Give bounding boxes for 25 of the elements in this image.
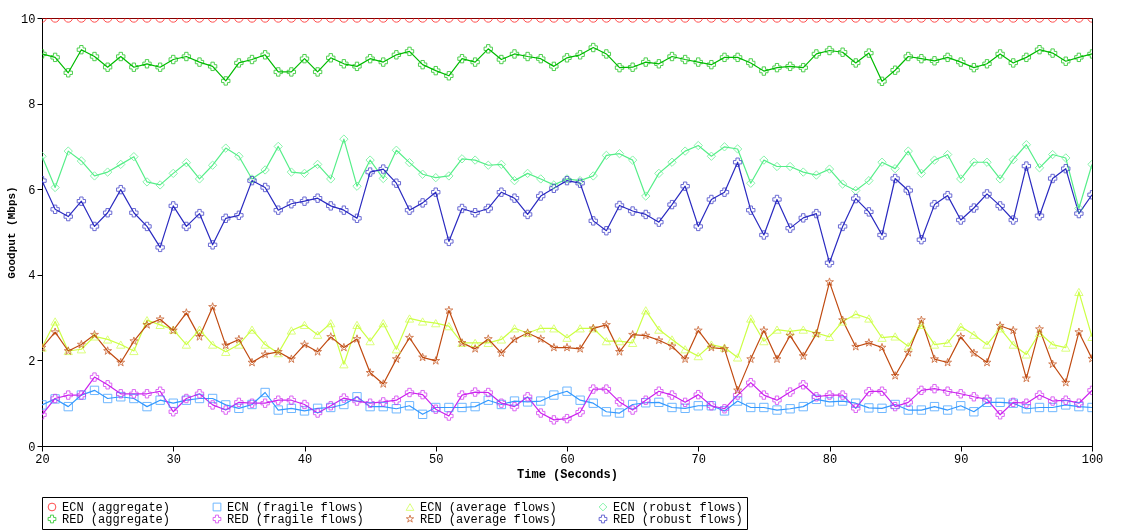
x-tick-label: 50 (429, 452, 444, 467)
legend-label: ECN (average flows) (420, 501, 557, 515)
legend-label: RED (robust flows) (613, 513, 743, 527)
y-tick-label: 8 (28, 98, 36, 113)
y-tick-label: 0 (28, 440, 36, 455)
y-tick-label: 4 (28, 269, 36, 284)
legend-label: ECN (robust flows) (613, 501, 743, 515)
y-tick-label: 10 (21, 12, 36, 27)
x-tick-label: 70 (691, 452, 706, 467)
x-tick-label: 90 (954, 452, 969, 467)
y-tick-label: 2 (28, 354, 36, 369)
x-tick-label: 80 (822, 452, 838, 467)
x-tick-label: 60 (560, 452, 575, 467)
x-tick-label: 30 (166, 452, 181, 467)
y-axis-title: Goodput (Mbps) (6, 186, 19, 279)
legend-label: ECN (aggregate) (62, 501, 171, 515)
x-tick-label: 100 (1081, 452, 1104, 467)
x-tick-label: 40 (297, 452, 313, 467)
legend-label: RED (average flows) (420, 513, 557, 527)
legend-label: RED (fragile flows) (227, 513, 364, 527)
x-axis-title: Time (Seconds) (517, 467, 618, 482)
y-tick-label: 6 (28, 183, 36, 198)
x-tick-label: 20 (35, 452, 50, 467)
legend-label: RED (aggregate) (62, 513, 171, 527)
legend-label: ECN (fragile flows) (227, 501, 364, 515)
